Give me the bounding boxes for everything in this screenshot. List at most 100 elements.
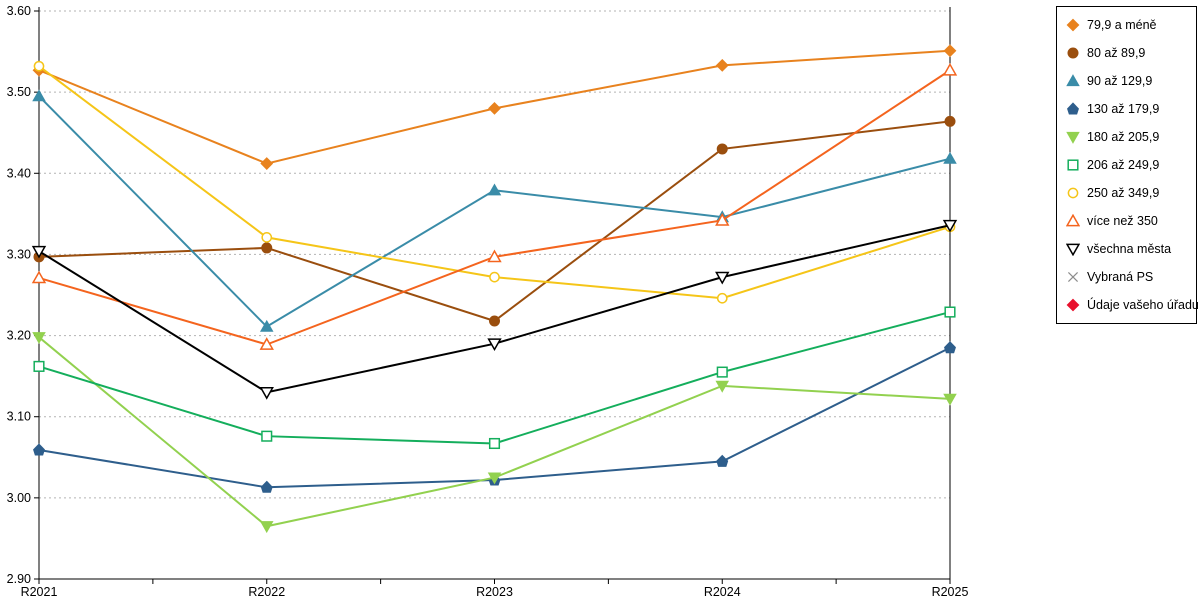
series-v-echna-m-sta — [31, 219, 958, 400]
legend-label: Údaje vašeho úřadu — [1087, 298, 1199, 312]
square-marker — [33, 360, 45, 372]
series-line — [38, 346, 951, 489]
series-80-a-89-9 — [33, 115, 956, 327]
triangle-down-marker — [942, 219, 958, 233]
triangle-down-marker — [715, 380, 730, 393]
triangle-up-marker — [1066, 214, 1080, 227]
x-tick-label: R2023 — [476, 585, 513, 599]
triangle-down-marker — [715, 271, 730, 285]
diamond-marker — [1066, 298, 1080, 312]
series-line — [38, 65, 951, 300]
pentagon-marker — [260, 480, 273, 493]
legend-label: 80 až 89,9 — [1087, 46, 1146, 60]
legend-label: všechna města — [1087, 242, 1172, 256]
triangle-up-marker — [1066, 74, 1080, 87]
legend-label: více než 350 — [1087, 214, 1158, 228]
legend-label: 206 až 249,9 — [1087, 158, 1160, 172]
circle-marker — [261, 232, 273, 243]
circle-marker — [489, 315, 500, 327]
chart-legend: 79,9 a méně 80 až 89,9 90 až 129,9 130 až 1… — [1056, 6, 1199, 324]
legend-label: 90 až 129,9 — [1087, 74, 1153, 88]
legend-label: 250 až 349,9 — [1087, 186, 1160, 200]
pentagon-marker — [716, 454, 729, 467]
diamond-marker — [488, 101, 501, 115]
triangle-up-icon — [1066, 214, 1080, 227]
x-tick-label: R2025 — [932, 585, 969, 599]
circle-icon — [1067, 187, 1079, 199]
triangle-down-icon — [1066, 243, 1080, 256]
legend-label: 180 až 205,9 — [1087, 130, 1160, 144]
series-line — [38, 95, 951, 328]
circle-icon — [1067, 47, 1079, 59]
triangle-up-marker — [487, 249, 502, 263]
y-tick-label: 3.10 — [7, 410, 31, 424]
triangle-up-marker — [259, 319, 274, 332]
square-marker — [488, 437, 501, 450]
legend-item-90-a-129-9: 90 až 129,9 — [1066, 68, 1196, 94]
circle-marker — [716, 292, 728, 304]
diamond-icon — [1066, 18, 1080, 32]
triangle-down-icon — [1066, 131, 1080, 144]
circle-marker — [716, 143, 728, 155]
series-line — [38, 311, 951, 445]
y-tick-label: 3.00 — [7, 491, 31, 505]
x-marker — [1067, 271, 1079, 283]
series-180-a-205-9 — [32, 332, 957, 534]
triangle-down-marker — [259, 521, 274, 534]
square-marker — [944, 306, 956, 318]
legend-item-180-a-205-9: 180 až 205,9 — [1066, 124, 1196, 150]
series-v-ce-ne-350 — [31, 62, 958, 350]
triangle-up-marker — [942, 62, 958, 76]
legend-item-80-a-89-9: 80 až 89,9 — [1066, 40, 1196, 66]
diamond-marker — [715, 58, 729, 72]
triangle-down-marker — [487, 338, 502, 352]
triangle-up-marker — [487, 183, 502, 196]
triangle-up-marker — [259, 337, 274, 350]
diamond-marker — [1066, 18, 1080, 32]
legend-item--daje-va-eho-adu: Údaje vašeho úřadu — [1066, 292, 1199, 318]
y-tick-label: 2.90 — [7, 572, 31, 586]
diamond-marker — [260, 157, 274, 170]
triangle-down-marker — [259, 387, 274, 400]
legend-item-v-ce-ne-350: více než 350 — [1066, 208, 1196, 234]
x-tick-label: R2024 — [704, 585, 741, 599]
square-marker — [1067, 159, 1079, 171]
triangle-down-marker — [943, 393, 957, 406]
triangle-down-marker — [1066, 131, 1080, 144]
circle-marker — [33, 60, 45, 72]
legend-label: Vybraná PS — [1087, 270, 1154, 284]
y-tick-label: 3.30 — [7, 247, 31, 261]
legend-item-250-a-349-9: 250 až 349,9 — [1066, 180, 1196, 206]
legend-item-206-a-249-9: 206 až 249,9 — [1066, 152, 1196, 178]
triangle-down-marker — [1066, 243, 1080, 256]
triangle-up-marker — [32, 89, 46, 102]
triangle-down-marker — [31, 245, 47, 259]
triangle-up-icon — [1066, 74, 1080, 87]
circle-marker — [944, 115, 956, 127]
legend-item-v-echna-m-sta: všechna města — [1066, 236, 1196, 262]
square-marker — [261, 430, 273, 442]
series-79-9-a-m-n- — [32, 44, 957, 170]
triangle-up-marker — [31, 270, 47, 284]
y-tick-label: 3.60 — [7, 4, 31, 18]
square-icon — [1067, 159, 1079, 171]
triangle-down-marker — [32, 332, 46, 345]
y-tick-label: 3.50 — [7, 85, 31, 99]
legend-label: 79,9 a méně — [1087, 18, 1157, 32]
legend-label: 130 až 179,9 — [1087, 102, 1160, 116]
series-206-a-249-9 — [33, 306, 956, 450]
pentagon-icon — [1067, 102, 1079, 115]
circle-marker — [261, 242, 273, 254]
x-icon — [1067, 271, 1079, 283]
legend-item-130-a-179-9: 130 až 179,9 — [1066, 96, 1196, 122]
legend-item-79-9-a-m-n-: 79,9 a méně — [1066, 12, 1196, 38]
square-marker — [716, 366, 728, 378]
x-tick-label: R2022 — [248, 585, 285, 599]
triangle-up-marker — [715, 213, 730, 226]
pentagon-marker — [1067, 102, 1079, 115]
series-line — [38, 120, 951, 323]
x-tick-label: R2021 — [21, 585, 58, 599]
pentagon-marker — [944, 341, 956, 354]
